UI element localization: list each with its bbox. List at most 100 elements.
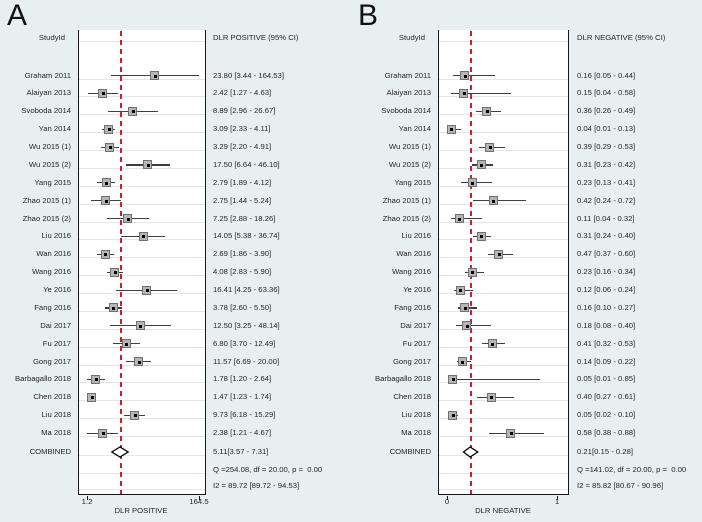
- panel-a: A StudyId DLR POSITIVE (95% CI) Graham 2…: [7, 0, 323, 515]
- study-label: Graham 2011: [384, 70, 431, 80]
- study-label: Wu 2015 (1): [28, 142, 71, 151]
- study-label: Liu 2016: [41, 231, 72, 241]
- row-gridline: [79, 239, 205, 241]
- effect-estimate-text: 0.39 [0.29 - 0.53]: [577, 142, 636, 151]
- effect-estimate-text: 0.16 [0.10 - 0.27]: [577, 302, 636, 312]
- effect-estimate-text: 0.05 [0.01 - 0.85]: [577, 374, 636, 384]
- study-label: Alaiyan 2013: [26, 88, 71, 98]
- study-label: Dai 2017: [400, 320, 431, 330]
- row-gridline: [79, 436, 205, 437]
- study-label: Yan 2014: [38, 124, 71, 134]
- study-label: Wu 2015 (1): [388, 142, 431, 151]
- effect-estimate-text: 23.80 [3.44 - 164.53]: [213, 70, 284, 80]
- x-axis-tick-label: 1.2: [81, 497, 93, 506]
- effect-estimate-text: 4.08 [2.83 - 5.90]: [213, 267, 272, 277]
- effect-estimate-text: 7.25 [2.88 - 18.26]: [213, 213, 276, 223]
- study-label: Zhao 2015 (2): [382, 213, 431, 223]
- study-label: Barbagallo 2018: [15, 374, 71, 384]
- effect-estimate-text: 0.23 [0.13 - 0.41]: [577, 177, 636, 187]
- row-gridline: [79, 78, 205, 80]
- study-label: Zhao 2015 (2): [22, 213, 71, 223]
- reference-line: [119, 31, 122, 494]
- row-gridline: [79, 418, 205, 420]
- row-gridline: [79, 132, 205, 134]
- effect-estimate-text: 0.11 [0.04 - 0.32]: [577, 213, 635, 223]
- combined-row-label: COMBINED: [389, 447, 431, 456]
- panel-b: B StudyId DLR NEGATIVE (95% CI) Graham 2…: [351, 0, 702, 522]
- effect-column-header: DLR POSITIVE (95% CI): [213, 33, 299, 42]
- effect-estimate-text: 12.50 [3.25 - 48.14]: [213, 320, 280, 330]
- study-label: Fu 2017: [42, 338, 71, 348]
- study-column-header: StudyId: [38, 33, 65, 42]
- x-axis-tick: [446, 495, 448, 500]
- effect-estimate-text: 0.31 [0.23 - 0.42]: [577, 159, 636, 169]
- row-gridline: [439, 346, 568, 348]
- plot-area: [78, 30, 206, 495]
- combined-estimate-text: 0.21[0.15 - 0.28]: [577, 447, 633, 456]
- panel-a-letter: A: [7, 0, 28, 32]
- effect-estimate-text: 0.58 [0.38 - 0.88]: [577, 428, 636, 437]
- row-gridline: [439, 185, 568, 187]
- study-label: Wu 2015 (2): [28, 159, 71, 169]
- row-gridline: [439, 293, 568, 294]
- study-label: Svoboda 2014: [21, 106, 71, 116]
- q-statistic-text: Q =254.08, df = 20.00, p = 0.00: [213, 465, 323, 474]
- row-gridline: [439, 418, 568, 420]
- x-axis-tick: [556, 495, 558, 500]
- effect-estimate-text: 2.42 [1.27 - 4.63]: [213, 88, 272, 98]
- study-label: Wan 2016: [36, 249, 71, 259]
- x-axis-tick: [86, 495, 88, 500]
- effect-estimate-text: 9.73 [6.18 - 15.29]: [213, 410, 276, 420]
- combined-estimate-text: 5.11[3.57 - 7.31]: [213, 447, 269, 456]
- row-gridline: [79, 257, 205, 259]
- effect-estimate-text: 14.05 [5.38 - 36.74]: [213, 231, 280, 241]
- i2-statistic-text: I2 = 85.82 [80.67 - 90.96]: [577, 481, 664, 490]
- row-gridline: [79, 185, 205, 187]
- study-label: Ye 2016: [43, 285, 71, 294]
- study-label: Wang 2016: [391, 267, 431, 277]
- row-gridline: [439, 310, 568, 312]
- study-label: Gong 2017: [392, 356, 431, 366]
- row-gridline: [439, 257, 568, 259]
- study-label: Dai 2017: [40, 320, 71, 330]
- row-gridline: [439, 436, 568, 437]
- study-label: Yan 2014: [398, 124, 431, 134]
- row-gridline: [79, 364, 205, 366]
- effect-estimate-text: 0.31 [0.24 - 0.40]: [577, 231, 636, 241]
- study-label: Barbagallo 2018: [375, 374, 431, 384]
- study-label: Ma 2018: [41, 428, 71, 437]
- row-gridline: [439, 400, 568, 402]
- study-label: Alaiyan 2013: [386, 88, 431, 98]
- row-gridline: [79, 275, 205, 277]
- row-gridline: [79, 167, 205, 169]
- x-axis-tick-label: 164.5: [189, 497, 209, 506]
- effect-estimate-text: 16.41 [4.25 - 63.36]: [213, 285, 280, 294]
- row-gridline: [79, 293, 205, 294]
- effect-estimate-text: 0.42 [0.24 - 0.72]: [577, 195, 636, 205]
- x-axis-tick-label: 0: [444, 497, 450, 506]
- row-gridline: [439, 78, 568, 80]
- study-label: Fang 2016: [394, 302, 431, 312]
- effect-estimate-text: 0.14 [0.09 - 0.22]: [577, 356, 636, 366]
- study-label: Liu 2018: [41, 410, 72, 420]
- effect-estimate-text: 0.12 [0.06 - 0.24]: [577, 285, 636, 294]
- effect-estimate-text: 2.79 [1.89 - 4.12]: [213, 177, 272, 187]
- row-gridline: [439, 150, 568, 151]
- effect-estimate-text: 0.40 [0.27 - 0.61]: [577, 392, 636, 402]
- row-gridline: [439, 275, 568, 277]
- study-label: Ye 2016: [403, 285, 431, 294]
- effect-estimate-text: 11.57 [6.69 - 20.00]: [213, 356, 280, 366]
- row-gridline: [79, 382, 205, 384]
- panel-b-letter: B: [358, 0, 379, 32]
- row-gridline: [439, 489, 568, 490]
- study-label: Wu 2015 (2): [388, 159, 431, 169]
- study-label: Ma 2018: [401, 428, 431, 437]
- study-label: Yang 2015: [394, 177, 431, 187]
- effect-estimate-text: 0.41 [0.32 - 0.53]: [577, 338, 636, 348]
- row-gridline: [439, 328, 568, 330]
- row-gridline: [79, 150, 205, 151]
- effect-estimate-text: 3.09 [2.33 - 4.11]: [213, 124, 271, 134]
- row-gridline: [439, 132, 568, 134]
- study-label: Gong 2017: [32, 356, 71, 366]
